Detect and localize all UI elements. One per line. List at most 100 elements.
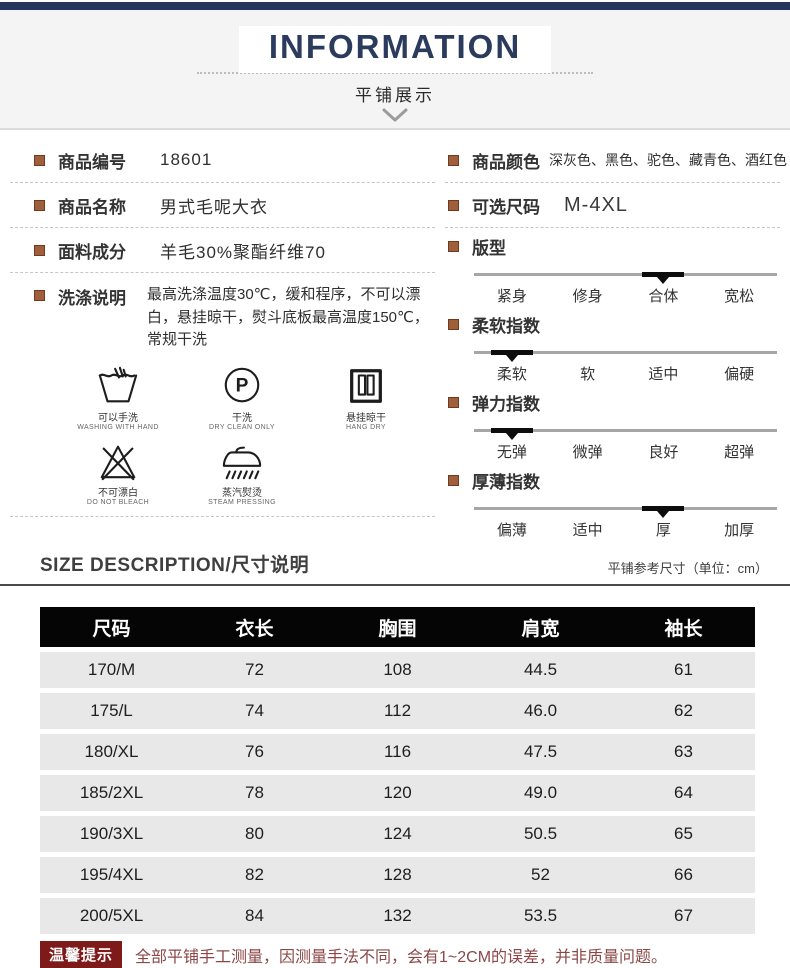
title-box: INFORMATION — [238, 26, 552, 74]
washing-instructions-row: 洗涤说明 最高洗涤温度30℃，缓和程序，不可以漂白，悬挂晾干，熨斗底板最高温度1… — [10, 273, 435, 517]
table-cell: 53.5 — [523, 906, 558, 925]
slider-option: 紧身 — [496, 288, 527, 305]
steam-pressing-icon — [222, 446, 262, 479]
do-not-bleach-icon — [100, 445, 136, 480]
care-label-en: HANG DRY — [345, 423, 387, 431]
table-cell: 82 — [245, 865, 264, 884]
right-column: 商品颜色 深灰色、黑色、驼色、藏青色、酒红色 可选尺码 M-4XL 版型 紧身 … — [445, 138, 787, 540]
slider-label: 柔软指数 — [472, 317, 540, 336]
size-table-header: 尺码 衣长 胸围 肩宽 袖长 — [40, 607, 755, 647]
slider-option: 适中 — [572, 522, 603, 539]
softness-slider: 柔软指数 柔软 软 适中 偏硬 — [445, 313, 780, 384]
table-cell: 200/5XL — [79, 906, 144, 925]
table-cell: 120 — [383, 783, 412, 802]
care-label-en: STEAM PRESSING — [208, 498, 276, 506]
slider-label: 弹力指数 — [472, 395, 540, 414]
table-row: 185/2XL 78 120 49.0 64 — [40, 775, 755, 811]
tip-badge: 温馨提示 — [40, 941, 123, 968]
table-row: 200/5XL 84 132 53.5 67 — [40, 898, 755, 934]
dry-clean-icon: P — [224, 367, 260, 402]
care-item: 蒸汽熨烫 STEAM PRESSING — [180, 440, 304, 506]
fabric-row: 面料成分 羊毛30%聚酯纤维70 — [10, 228, 435, 273]
table-row: 170/M 72 108 44.5 61 — [40, 652, 755, 688]
table-cell: 62 — [674, 701, 693, 720]
row-label: 商品名称 — [58, 197, 126, 217]
column-header: 胸围 — [378, 618, 417, 640]
product-colors-value: 深灰色、黑色、驼色、藏青色、酒红色 — [549, 152, 787, 168]
slider-track — [474, 272, 777, 277]
table-cell: 80 — [245, 824, 264, 843]
table-cell: 84 — [245, 906, 264, 925]
care-label-zh: 蒸汽熨烫 — [222, 487, 262, 499]
table-cell: 185/2XL — [79, 783, 144, 802]
care-label-zh: 干洗 — [232, 412, 252, 424]
care-label-zh: 悬挂晾干 — [346, 412, 386, 424]
care-item: P 干洗 DRY CLEAN ONLY — [180, 365, 304, 431]
slider-option: 良好 — [648, 444, 679, 461]
bullet-icon — [34, 154, 45, 166]
thickness-slider: 厚薄指数 偏薄 适中 厚 加厚 — [445, 469, 780, 540]
care-label-zh: 可以手洗 — [98, 412, 138, 424]
care-label-en: DO NOT BLEACH — [86, 498, 150, 506]
washing-instructions-text: 最高洗涤温度30℃，缓和程序，不可以漂白，悬挂晾干，熨斗底板最高温度150℃，常… — [147, 286, 429, 348]
table-cell: 116 — [383, 742, 412, 761]
top-accent-bar — [0, 2, 790, 10]
measurement-tip: 温馨提示 全部平铺手工测量，因测量手法不同，会有1~2CM的误差，并非质量问题。 — [40, 941, 750, 968]
slider-option: 偏薄 — [496, 522, 527, 539]
size-options-value: M-4XL — [564, 193, 628, 216]
slider-marker — [642, 272, 685, 277]
table-cell: 112 — [383, 701, 412, 720]
care-item: 不可漂白 DO NOT BLEACH — [56, 440, 180, 506]
table-cell: 61 — [674, 660, 693, 679]
size-unit-note: 平铺参考尺寸（单位：cm） — [607, 561, 768, 576]
hand-wash-icon — [98, 366, 138, 402]
column-header: 肩宽 — [521, 618, 560, 640]
table-cell: 108 — [383, 660, 412, 679]
column-header: 尺码 — [92, 618, 131, 640]
table-cell: 65 — [674, 824, 693, 843]
care-item: 可以手洗 WASHING WITH HAND — [56, 365, 180, 431]
slider-options: 偏薄 适中 厚 加厚 — [474, 519, 777, 540]
table-cell: 76 — [245, 742, 264, 761]
column-header: 衣长 — [235, 618, 274, 640]
product-name-row: 商品名称 男式毛呢大衣 — [10, 183, 435, 228]
bullet-icon — [34, 290, 45, 301]
table-cell: 170/M — [87, 660, 136, 679]
table-cell: 46.0 — [523, 701, 558, 720]
table-cell: 72 — [245, 660, 264, 679]
row-label: 可选尺码 — [472, 197, 540, 217]
bullet-icon — [448, 154, 459, 166]
slider-marker — [642, 506, 685, 511]
hang-dry-icon — [350, 368, 382, 403]
svg-text:P: P — [236, 375, 249, 396]
slider-option: 宽松 — [724, 288, 755, 305]
column-header: 袖长 — [664, 618, 703, 640]
care-label-en: DRY CLEAN ONLY — [209, 423, 275, 431]
slider-option: 软 — [580, 366, 596, 383]
table-cell: 64 — [674, 783, 693, 802]
table-row: 175/L 74 112 46.0 62 — [40, 693, 755, 729]
slider-option: 加厚 — [724, 522, 755, 539]
table-cell: 67 — [674, 906, 693, 925]
row-label: 洗涤说明 — [58, 289, 126, 308]
slider-option: 超弹 — [724, 444, 755, 461]
product-number-row: 商品编号 18601 — [10, 138, 435, 183]
table-cell: 74 — [245, 701, 264, 720]
product-number-value: 18601 — [160, 150, 213, 169]
slider-option: 无弹 — [496, 444, 527, 461]
slider-label: 厚薄指数 — [472, 473, 540, 492]
table-cell: 175/L — [90, 701, 133, 720]
table-cell: 128 — [383, 865, 412, 884]
table-cell: 124 — [383, 824, 412, 843]
page-title: INFORMATION — [268, 28, 522, 65]
slider-option: 柔软 — [496, 366, 527, 383]
product-colors-row: 商品颜色 深灰色、黑色、驼色、藏青色、酒红色 — [445, 138, 787, 183]
slider-option: 合体 — [648, 288, 679, 305]
fabric-value: 羊毛30%聚酯纤维70 — [160, 242, 326, 262]
page-header: INFORMATION 平铺展示 — [0, 10, 790, 130]
slider-option: 厚 — [655, 522, 671, 539]
bullet-icon — [34, 244, 45, 256]
slider-option: 适中 — [648, 366, 679, 383]
table-cell: 180/XL — [84, 742, 139, 761]
